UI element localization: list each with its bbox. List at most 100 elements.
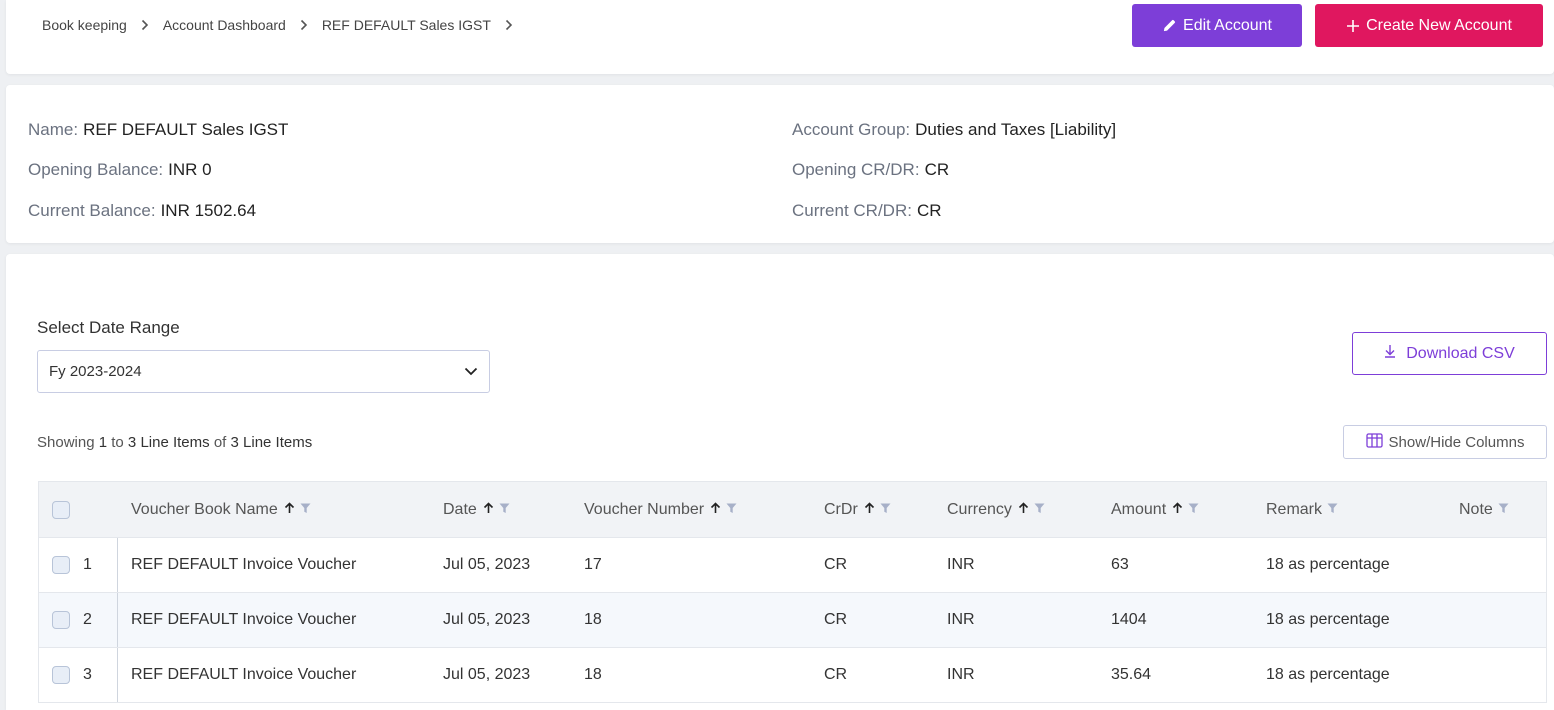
cell-date: Jul 05, 2023 <box>443 611 531 628</box>
download-csv-button[interactable]: Download CSV <box>1352 332 1547 375</box>
cell-amount: 1404 <box>1111 611 1147 628</box>
cell-voucher-book: REF DEFAULT Invoice Voucher <box>131 556 357 573</box>
cell-voucher-book: REF DEFAULT Invoice Voucher <box>131 611 357 628</box>
breadcrumb: Book keeping Account Dashboard REF DEFAU… <box>42 17 527 33</box>
line-items-table: Voucher Book Name Date Voucher Number Cr… <box>38 481 1547 703</box>
account-group-value: Duties and Taxes [Liability] <box>915 120 1117 139</box>
table-row[interactable]: 3 REF DEFAULT Invoice Voucher Jul 05, 20… <box>39 648 1546 703</box>
filter-icon[interactable] <box>1188 501 1199 519</box>
header-crdr[interactable]: CrDr <box>824 482 891 537</box>
filter-icon[interactable] <box>499 501 510 519</box>
cell-crdr: CR <box>824 556 848 573</box>
line-items-panel: Select Date Range Fy 2023-2024 Download … <box>6 254 1554 710</box>
table-header: Voucher Book Name Date Voucher Number Cr… <box>39 482 1546 538</box>
current-crdr-value: CR <box>916 201 942 220</box>
sort-arrow-up-icon[interactable] <box>284 501 295 519</box>
edit-account-button[interactable]: Edit Account <box>1132 4 1302 47</box>
opening-crdr-label: Opening CR/DR: <box>792 160 920 179</box>
header-voucher-book-label: Voucher Book Name <box>131 500 278 518</box>
summary-to-word: to <box>111 434 124 451</box>
date-range-select[interactable]: Fy 2023-2024 <box>37 350 490 393</box>
breadcrumb-book-keeping[interactable]: Book keeping <box>42 17 127 33</box>
header-crdr-label: CrDr <box>824 500 858 518</box>
header-voucher-book[interactable]: Voucher Book Name <box>131 482 311 537</box>
breadcrumb-current-account[interactable]: REF DEFAULT Sales IGST <box>321 17 491 33</box>
cell-crdr: CR <box>824 666 848 683</box>
summary-unit: Line Items <box>140 434 210 451</box>
row-divider <box>117 538 118 592</box>
account-group-row: Account Group: Duties and Taxes [Liabilit… <box>792 120 1116 140</box>
row-divider <box>117 648 118 702</box>
filter-icon[interactable] <box>1498 501 1509 519</box>
summary-of-word: of <box>213 434 227 451</box>
filter-icon[interactable] <box>300 501 311 519</box>
account-name-row: Name: REF DEFAULT Sales IGST <box>28 120 288 140</box>
sort-arrow-up-icon[interactable] <box>710 501 721 519</box>
header-amount-label: Amount <box>1111 500 1167 518</box>
create-new-account-button[interactable]: Create New Account <box>1315 4 1543 47</box>
row-checkbox[interactable] <box>52 556 70 574</box>
opening-balance-label: Opening Balance: <box>28 160 164 179</box>
header-remark[interactable]: Remark <box>1266 482 1338 537</box>
cell-date: Jul 05, 2023 <box>443 556 531 573</box>
columns-icon <box>1365 432 1383 452</box>
account-group-label: Account Group: <box>792 120 911 139</box>
header-currency-label: Currency <box>947 500 1012 518</box>
filter-icon[interactable] <box>1327 501 1338 519</box>
row-checkbox[interactable] <box>52 666 70 684</box>
current-balance-label: Current Balance: <box>28 201 156 220</box>
cell-remark: 18 as percentage <box>1266 611 1390 628</box>
plus-icon <box>1346 19 1360 33</box>
cell-date: Jul 05, 2023 <box>443 666 531 683</box>
account-info-panel: Name: REF DEFAULT Sales IGST Opening Bala… <box>6 85 1554 243</box>
table-row[interactable]: 2 REF DEFAULT Invoice Voucher Jul 05, 20… <box>39 593 1546 648</box>
filter-icon[interactable] <box>726 501 737 519</box>
header-currency[interactable]: Currency <box>947 482 1045 537</box>
sort-arrow-up-icon[interactable] <box>1018 501 1029 519</box>
summary-to: 3 <box>127 434 137 451</box>
pencil-icon <box>1162 18 1177 33</box>
sort-arrow-up-icon[interactable] <box>1172 501 1183 519</box>
date-range-label: Select Date Range <box>37 318 180 337</box>
chevron-right-icon <box>141 18 151 34</box>
account-name-label: Name: <box>28 120 79 139</box>
cell-voucher-number: 18 <box>584 666 602 683</box>
chevron-right-icon <box>300 18 310 34</box>
sort-arrow-up-icon[interactable] <box>864 501 875 519</box>
cell-amount: 63 <box>1111 556 1129 573</box>
header-amount[interactable]: Amount <box>1111 482 1199 537</box>
header-note[interactable]: Note <box>1459 482 1509 537</box>
header-voucher-number-label: Voucher Number <box>584 500 705 518</box>
date-range-value: Fy 2023-2024 <box>49 363 142 380</box>
filter-icon[interactable] <box>1034 501 1045 519</box>
row-number: 3 <box>83 666 92 683</box>
opening-balance-row: Opening Balance: INR 0 <box>28 160 212 180</box>
current-balance-row: Current Balance: INR 1502.64 <box>28 201 256 221</box>
row-number: 1 <box>83 556 92 573</box>
summary-unit-total: Line Items <box>243 434 313 451</box>
cell-voucher-number: 18 <box>584 611 602 628</box>
row-checkbox[interactable] <box>52 611 70 629</box>
filter-icon[interactable] <box>880 501 891 519</box>
show-hide-columns-button[interactable]: Show/Hide Columns <box>1343 425 1547 459</box>
cell-voucher-book: REF DEFAULT Invoice Voucher <box>131 666 357 683</box>
table-row[interactable]: 1 REF DEFAULT Invoice Voucher Jul 05, 20… <box>39 538 1546 593</box>
select-all-checkbox[interactable] <box>52 500 70 519</box>
cell-amount: 35.64 <box>1111 666 1152 683</box>
create-new-account-label: Create New Account <box>1366 16 1512 34</box>
cell-currency: INR <box>947 556 975 573</box>
download-icon <box>1384 344 1396 363</box>
header-date[interactable]: Date <box>443 482 510 537</box>
top-bar: Book keeping Account Dashboard REF DEFAU… <box>6 0 1554 74</box>
header-voucher-number[interactable]: Voucher Number <box>584 482 737 537</box>
opening-crdr-row: Opening CR/DR: CR <box>792 160 949 180</box>
breadcrumb-account-dashboard[interactable]: Account Dashboard <box>162 17 286 33</box>
show-hide-columns-label: Show/Hide Columns <box>1388 433 1525 451</box>
cell-crdr: CR <box>824 611 848 628</box>
opening-balance-value: INR 0 <box>168 160 212 179</box>
sort-arrow-up-icon[interactable] <box>483 501 494 519</box>
cell-remark: 18 as percentage <box>1266 666 1390 683</box>
pagination-summary: Showing 1 to 3 Line Items of 3 Line Item… <box>37 434 312 451</box>
header-date-label: Date <box>443 500 477 518</box>
header-note-label: Note <box>1459 500 1493 518</box>
